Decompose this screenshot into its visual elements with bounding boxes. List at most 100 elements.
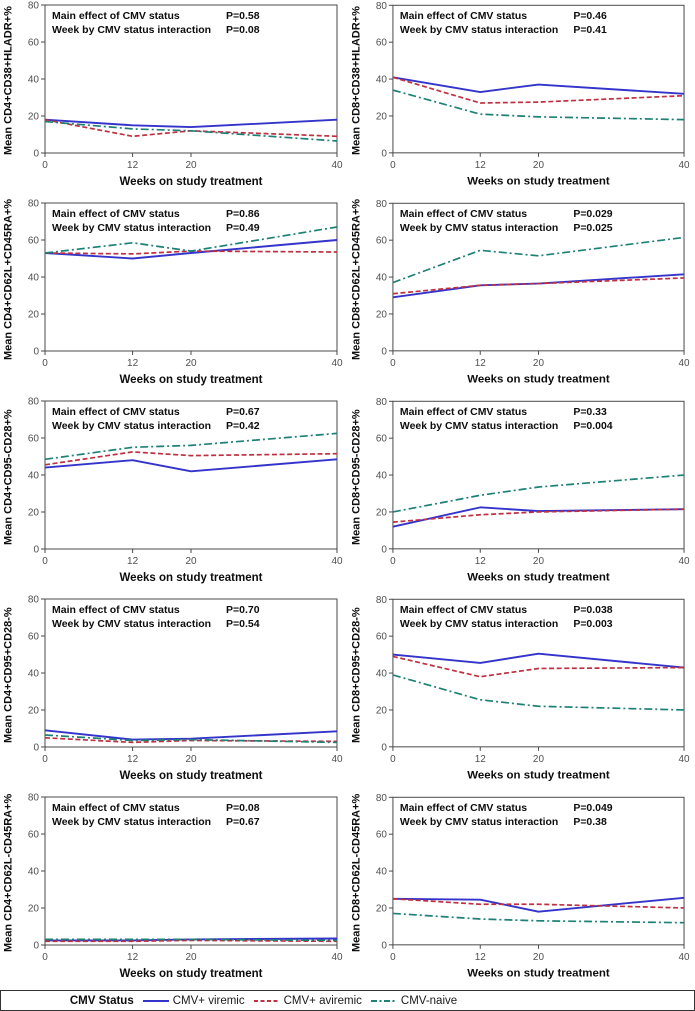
- x-tick-label: 40: [331, 952, 343, 963]
- annotation-main-effect-label: Main effect of CMV status: [52, 406, 180, 418]
- series-line-1: [392, 897, 685, 909]
- series-line-1: [392, 655, 685, 678]
- legend-item-label: CMV-naive: [400, 994, 458, 1007]
- plot-area: 0 20 40 60 80 0 12 20 40 Main effect of CMV statu…: [376, 595, 690, 782]
- series-line-1: [392, 508, 685, 523]
- annotation-main-effect-pvalue: P=0.70: [226, 604, 260, 616]
- legend-swatch-dashdot: [370, 999, 397, 1002]
- x-tick-label: 12: [127, 952, 139, 963]
- annotation-main-effect-pvalue: P=0.029: [573, 209, 612, 220]
- y-tick-label: 60: [376, 236, 388, 247]
- y-tick-label: 0: [381, 940, 387, 951]
- x-tick-label: 0: [390, 358, 396, 369]
- series-line-1: [392, 277, 685, 295]
- y-tick-label: 60: [28, 38, 40, 49]
- y-axis-title: Mean CD4+CD62L+CD45RA+%: [2, 198, 15, 360]
- annotation-main-effect-label: Main effect of CMV status: [52, 10, 180, 22]
- y-tick-label: 80: [376, 793, 388, 804]
- legend-swatch-solid: [142, 999, 169, 1002]
- chart-panel-4: Mean CD4+CD95-CD28+% 0 20 40 60 80 0 12 20 40 Main…: [0, 396, 348, 594]
- series-line-2: [44, 432, 338, 461]
- y-tick-label: 20: [28, 706, 40, 717]
- annotation-interaction-pvalue: P=0.08: [226, 24, 260, 36]
- annotation-main-effect-label: Main effect of CMV status: [52, 208, 180, 220]
- annotation-main-effect-pvalue: P=0.67: [226, 406, 260, 418]
- annotation-main-effect-label: Main effect of CMV status: [400, 209, 527, 220]
- y-tick-label: 80: [376, 199, 388, 210]
- x-tick-label: 12: [127, 358, 139, 369]
- y-tick-label: 80: [376, 1, 388, 12]
- series-line-2: [44, 734, 338, 744]
- annotation-interaction-label: Week by CMV status interaction: [52, 618, 211, 630]
- x-tick-label: 12: [475, 160, 487, 171]
- legend-item-label: CMV+ viremic: [172, 994, 245, 1007]
- annotation-main-effect-label: Main effect of CMV status: [400, 11, 527, 22]
- x-tick-label: 40: [678, 160, 690, 171]
- y-tick-label: 60: [376, 38, 388, 49]
- x-axis-title: Weeks on study treatment: [120, 572, 263, 584]
- annotation-main-effect-label: Main effect of CMV status: [400, 605, 527, 616]
- annotation-main-effect-label: Main effect of CMV status: [400, 407, 527, 418]
- annotation-interaction-pvalue: P=0.54: [226, 618, 260, 630]
- chart-panel-1: Mean CD8+CD38+HLADR+% 0 20 40 60 80 0 12 20 40 Mai…: [348, 0, 695, 198]
- annotation-interaction-pvalue: P=0.42: [226, 420, 260, 432]
- x-tick-label: 12: [475, 952, 487, 963]
- x-tick-label: 12: [127, 754, 139, 765]
- y-tick-label: 20: [376, 903, 388, 914]
- chart-panel-9: Mean CD8+CD62L-CD45RA+% 0 20 40 60 80 0 12 20 40 M…: [348, 792, 695, 990]
- x-tick-label: 20: [533, 358, 545, 369]
- legend-title: CMV Status: [69, 994, 134, 1007]
- y-tick-label: 80: [28, 595, 40, 606]
- series-line-1: [44, 118, 338, 138]
- chart-grid: Mean CD4+CD38+HLADR+% 0 20 40 60 80 0 12 20 40 Mai…: [0, 0, 695, 990]
- series-line-0: [392, 896, 685, 913]
- x-tick-label: 12: [127, 556, 139, 567]
- y-tick-label: 0: [33, 545, 39, 556]
- x-axis-title: Weeks on study treatment: [120, 968, 263, 980]
- y-tick-label: 80: [376, 397, 388, 408]
- y-tick-label: 40: [376, 75, 388, 86]
- x-axis-title: Weeks on study treatment: [467, 770, 610, 782]
- annotation-main-effect-label: Main effect of CMV status: [52, 604, 180, 616]
- annotation-interaction-pvalue: P=0.41: [573, 25, 607, 36]
- annotation-main-effect-pvalue: P=0.08: [226, 802, 260, 814]
- legend-item-1: CMV+ aviremic: [253, 995, 362, 1007]
- x-tick-label: 0: [42, 754, 48, 765]
- y-tick-label: 0: [33, 149, 39, 160]
- x-tick-label: 0: [390, 754, 396, 765]
- series-line-2: [392, 474, 685, 513]
- y-tick-label: 0: [381, 346, 387, 357]
- y-tick-label: 20: [28, 508, 40, 519]
- annotation-main-effect-label: Main effect of CMV status: [400, 803, 527, 814]
- y-tick-label: 40: [28, 273, 40, 284]
- x-tick-label: 40: [678, 358, 690, 369]
- plot-area: 0 20 40 60 80 0 12 20 40 Main effect of CMV statu…: [28, 199, 343, 387]
- x-tick-label: 40: [678, 754, 690, 765]
- annotation-interaction-label: Week by CMV status interaction: [52, 816, 211, 828]
- y-tick-label: 20: [376, 309, 388, 320]
- x-tick-label: 20: [185, 952, 197, 963]
- y-tick-label: 60: [376, 830, 388, 841]
- chart-panel-6: Mean CD4+CD95+CD28-% 0 20 40 60 80 0 12 20 40 Main…: [0, 594, 348, 792]
- series-line-0: [392, 273, 685, 299]
- plot-area: 0 20 40 60 80 0 12 20 40 Main effect of CMV statu…: [376, 397, 690, 584]
- series-line-1: [45, 939, 338, 943]
- series-line-2: [44, 226, 338, 254]
- legend-swatch-dashed: [253, 999, 280, 1002]
- plot-area: 0 20 40 60 80 0 12 20 40 Main effect of CMV statu…: [376, 199, 690, 386]
- y-tick-label: 80: [376, 595, 388, 606]
- chart-panel-5: Mean CD8+CD95-CD28+% 0 20 40 60 80 0 12 20 40 Main…: [348, 396, 695, 594]
- plot-area: 0 20 40 60 80 0 12 20 40 Main effect of CMV statu…: [28, 793, 343, 981]
- x-tick-label: 0: [42, 160, 48, 171]
- x-tick-label: 20: [185, 754, 197, 765]
- annotation-interaction-label: Week by CMV status interaction: [52, 24, 211, 36]
- y-tick-label: 20: [28, 310, 40, 321]
- series-line-2: [392, 89, 685, 121]
- annotation-main-effect-pvalue: P=0.58: [226, 10, 260, 22]
- y-tick-label: 60: [28, 632, 40, 643]
- x-axis-title: Weeks on study treatment: [467, 374, 610, 386]
- series-line-2: [45, 938, 338, 942]
- x-tick-label: 0: [390, 556, 396, 567]
- y-axis-title: Mean CD4+CD62L-CD45RA+%: [2, 793, 15, 953]
- annotation-interaction-pvalue: P=0.025: [573, 223, 612, 234]
